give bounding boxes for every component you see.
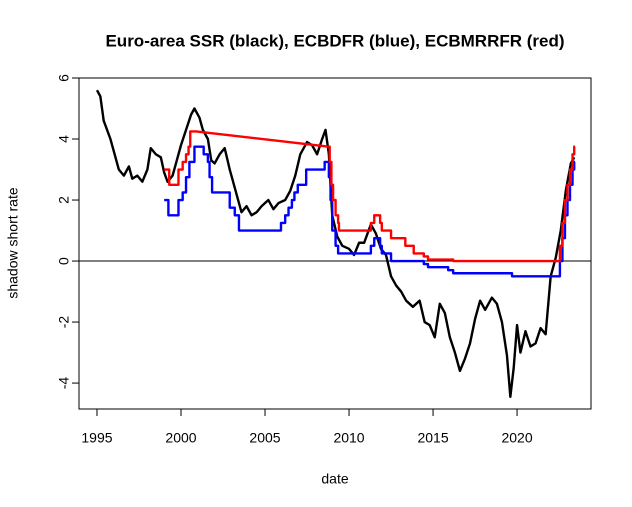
chart-title: Euro-area SSR (black), ECBDFR (blue), EC… [105,31,564,50]
x-tick-label: 2020 [501,430,532,446]
y-tick-label: -2 [56,316,72,329]
y-tick-label: 6 [56,74,72,82]
y-tick-label: 2 [56,196,72,204]
x-tick-label: 2015 [417,430,448,446]
y-tick-label: 4 [56,135,72,143]
x-tick-label: 2005 [249,430,280,446]
series-line [164,145,576,278]
x-tick-label: 2010 [333,430,364,446]
y-axis-label: shadow short rate [5,187,21,298]
x-tick-label: 2000 [165,430,196,446]
x-axis-label: date [321,471,348,487]
series-line [164,130,576,263]
series-line [95,89,576,398]
y-tick-label: 0 [56,257,72,265]
plot-frame [78,77,592,410]
y-tick-label: -4 [56,377,72,390]
x-tick-label: 1995 [81,430,112,446]
